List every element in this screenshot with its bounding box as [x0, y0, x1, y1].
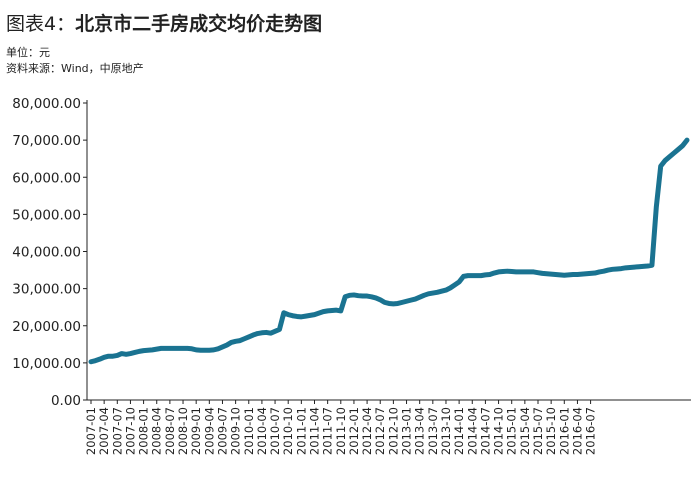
series-line [88, 137, 690, 365]
title-main: 北京市二手房成交均价走势图 [75, 13, 323, 35]
x-tick-label: 2016-01 [557, 407, 571, 455]
chart-title: 图表4：北京市二手房成交均价走势图 [6, 12, 322, 36]
x-tick-label: 2011-04 [308, 407, 322, 455]
y-tick-label: 40,000.00 [12, 245, 81, 261]
x-tick-label: 2012-01 [347, 407, 361, 455]
x-tick-label: 2008-10 [176, 407, 190, 455]
source-label: 资料来源：Wind，中原地产 [6, 62, 144, 75]
x-tick-label: 2014-04 [465, 407, 479, 455]
x-tick-label: 2013-04 [413, 407, 427, 455]
x-tick-label: 2008-07 [163, 407, 177, 455]
y-tick-label: 30,000.00 [12, 282, 81, 298]
x-tick-label: 2008-04 [150, 407, 164, 455]
x-tick-label: 2012-04 [360, 407, 374, 455]
x-tick-label: 2014-07 [478, 407, 492, 455]
x-axis-ticks: 2007-01 2007-04 2007-07 2007-10 2008-01 2008-… [84, 400, 598, 455]
x-tick-label: 2015-07 [531, 407, 545, 455]
x-tick-label: 2013-10 [439, 407, 453, 455]
unit-label: 单位：元 [6, 46, 50, 59]
y-tick-label: 20,000.00 [12, 319, 81, 335]
x-tick-label: 2010-01 [242, 407, 256, 455]
y-tick-label: 50,000.00 [12, 207, 81, 223]
x-tick-label: 2011-10 [334, 407, 348, 455]
y-tick-label: 80,000.00 [12, 96, 81, 112]
x-tick-label: 2010-10 [281, 407, 295, 455]
x-tick-label: 2010-07 [268, 407, 282, 455]
x-tick-label: 2015-01 [505, 407, 519, 455]
x-tick-label: 2007-01 [84, 407, 98, 455]
x-tick-label: 2008-01 [137, 407, 151, 455]
x-tick-label: 2016-07 [584, 407, 598, 455]
x-tick-label: 2009-10 [229, 407, 243, 455]
x-tick-label: 2009-01 [189, 407, 203, 455]
title-prefix: 图表4： [6, 13, 76, 35]
y-axis-ticks: 0.00 10,000.00 20,000.00 30,000.00 40,000.00… [12, 96, 87, 409]
x-tick-label: 2015-10 [544, 407, 558, 455]
y-tick-label: 70,000.00 [12, 133, 81, 149]
x-tick-label: 2012-10 [386, 407, 400, 455]
y-tick-label: 10,000.00 [12, 356, 81, 372]
x-tick-label: 2016-04 [570, 407, 584, 455]
x-tick-label: 2007-10 [123, 407, 137, 455]
x-tick-label: 2011-07 [321, 407, 335, 455]
x-tick-label: 2014-10 [492, 407, 506, 455]
x-tick-label: 2007-04 [97, 407, 111, 455]
series-group [88, 137, 690, 365]
y-tick-label: 60,000.00 [12, 170, 81, 186]
x-tick-label: 2010-04 [255, 407, 269, 455]
x-tick-label: 2015-04 [518, 407, 532, 455]
x-tick-label: 2013-01 [400, 407, 414, 455]
x-tick-label: 2013-07 [426, 407, 440, 455]
x-tick-label: 2009-04 [202, 407, 216, 455]
x-tick-label: 2012-07 [373, 407, 387, 455]
axes [86, 100, 691, 401]
x-tick-label: 2011-01 [294, 407, 308, 455]
x-tick-label: 2009-07 [215, 407, 229, 455]
x-tick-label: 2014-01 [452, 407, 466, 455]
y-tick-label: 0.00 [51, 393, 81, 409]
x-tick-label: 2007-07 [110, 407, 124, 455]
